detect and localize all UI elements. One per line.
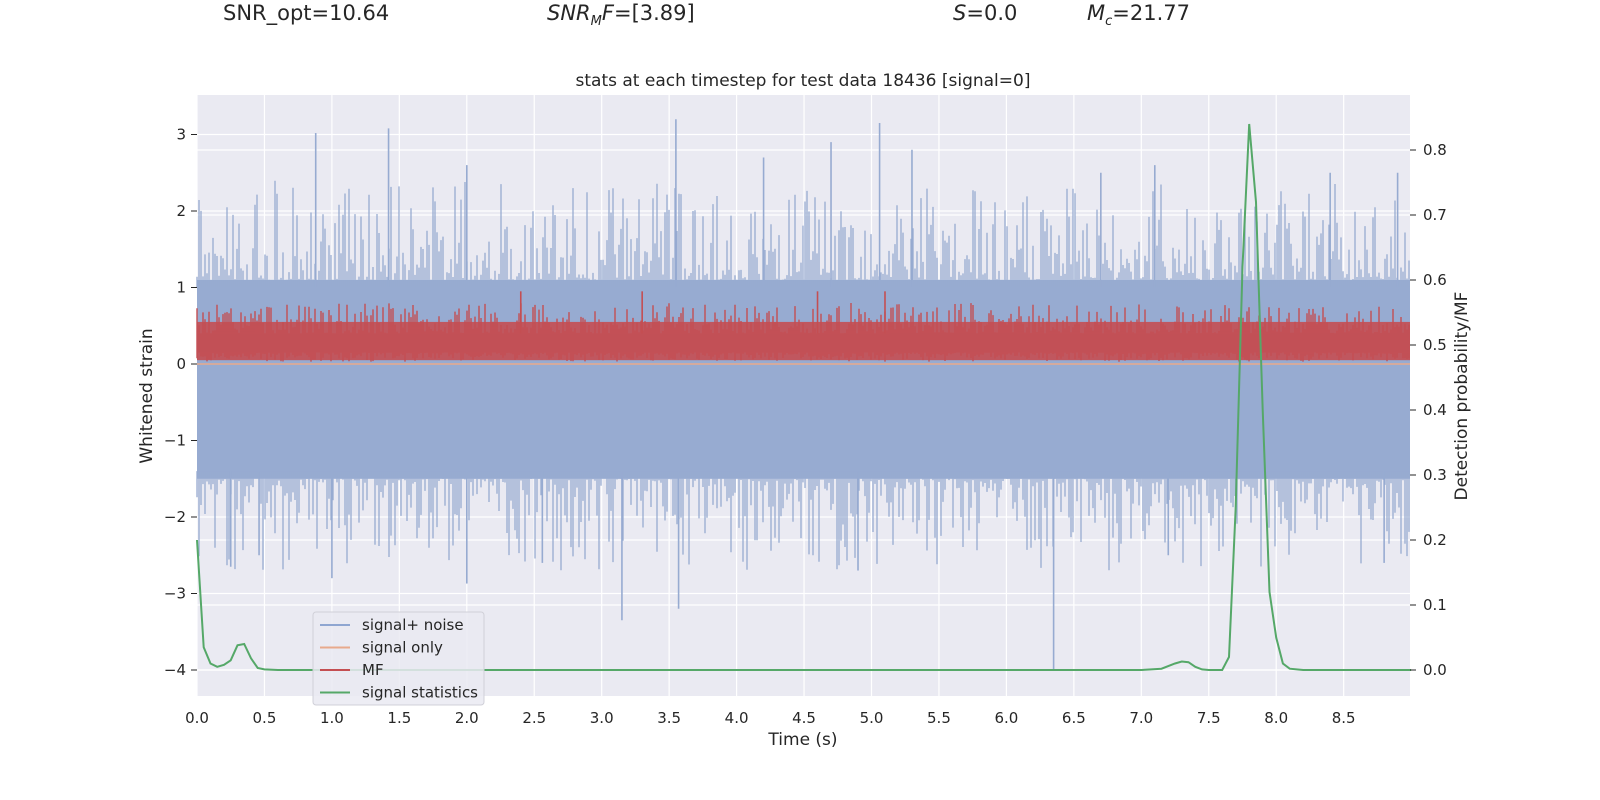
x-tick-label: 0.0 [185, 709, 209, 727]
y-tick-label: −1 [164, 432, 186, 450]
chart-title: stats at each timestep for test data 184… [576, 71, 1031, 91]
noise-trace-lower [196, 471, 1410, 571]
y-tick-label: 2 [176, 202, 186, 220]
stats-header: SNR_opt=10.64 SNRMF=[3.89] S=0.0 Mc=21.7… [0, 0, 1600, 36]
y2-tick-label: 0.4 [1423, 401, 1447, 419]
y2-tick-label: 0.5 [1423, 336, 1447, 354]
noise-trace-upper [196, 180, 1410, 288]
x-axis-label: Time (s) [767, 730, 837, 750]
legend: signal+ noise signal only MF signal statist… [312, 611, 485, 706]
x-tick-label: 1.5 [387, 709, 411, 727]
s-label: S=0.0 [953, 1, 1018, 25]
x-tick-label: 6.0 [994, 709, 1018, 727]
noise-band [197, 279, 1410, 479]
y-tick-label: 0 [176, 355, 186, 373]
y2-tick-label: 0.7 [1423, 206, 1447, 224]
x-tick-label: 7.0 [1129, 709, 1153, 727]
x-tick-label: 3.0 [590, 709, 614, 727]
signal-statistics-series [196, 123, 1412, 671]
legend-label: signal+ noise [362, 616, 464, 634]
y2-tick-label: 0.1 [1423, 596, 1447, 614]
x-tick-label: 6.5 [1062, 709, 1086, 727]
legend-box [312, 611, 485, 706]
mc-label: Mc=21.77 [1087, 1, 1191, 30]
legend-label: signal statistics [362, 684, 478, 702]
x-tick-label: 8.0 [1264, 709, 1288, 727]
y2-axis-ticks: 0.8 0.7 0.6 0.5 0.4 0.3 0.2 0.1 0.0 [1410, 141, 1447, 679]
x-axis-ticks: 0.0 0.5 1.0 1.5 2.0 2.5 3.0 3.5 4.0 4.5 5.0 5.5 6.0 6… [185, 709, 1356, 727]
signal-noise-series [196, 119, 1410, 670]
y2-tick-label: 0.8 [1423, 141, 1447, 159]
x-tick-label: 8.5 [1332, 709, 1356, 727]
mf-series [196, 291, 1410, 362]
legend-label: signal only [362, 639, 443, 657]
y-axis-label: Whitened strain [137, 328, 157, 463]
snr-opt-label: SNR_opt=10.64 [223, 1, 390, 25]
y-tick-label: −2 [164, 508, 186, 526]
snr-mf-label: SNRMF=[3.89] [547, 1, 695, 30]
mf-trace [196, 303, 1410, 362]
x-tick-label: 4.0 [725, 709, 749, 727]
y-tick-label: −3 [164, 585, 186, 603]
y-tick-label: 3 [176, 126, 186, 144]
x-tick-label: 1.0 [320, 709, 344, 727]
y-tick-label: 1 [176, 279, 186, 297]
legend-label: MF [362, 661, 384, 679]
x-tick-label: 4.5 [792, 709, 816, 727]
x-tick-label: 5.0 [860, 709, 884, 727]
x-tick-label: 2.0 [455, 709, 479, 727]
x-tick-label: 7.5 [1197, 709, 1221, 727]
y2-tick-label: 0.0 [1423, 661, 1447, 679]
x-tick-label: 2.5 [522, 709, 546, 727]
x-tick-label: 3.5 [657, 709, 681, 727]
signal-statistics-line [196, 123, 1412, 671]
y-tick-label: −4 [164, 661, 186, 679]
x-tick-label: 5.5 [927, 709, 951, 727]
x-tick-label: 0.5 [253, 709, 277, 727]
legend-entries: signal+ noise signal only MF signal statist… [320, 616, 478, 702]
y2-tick-label: 0.2 [1423, 531, 1447, 549]
y2-axis-label: Detection probability/MF [1452, 292, 1472, 501]
y2-tick-label: 0.6 [1423, 271, 1447, 289]
y2-tick-label: 0.3 [1423, 466, 1447, 484]
y-axis-ticks: 3 2 1 0 −1 −2 −3 −4 [164, 126, 197, 679]
